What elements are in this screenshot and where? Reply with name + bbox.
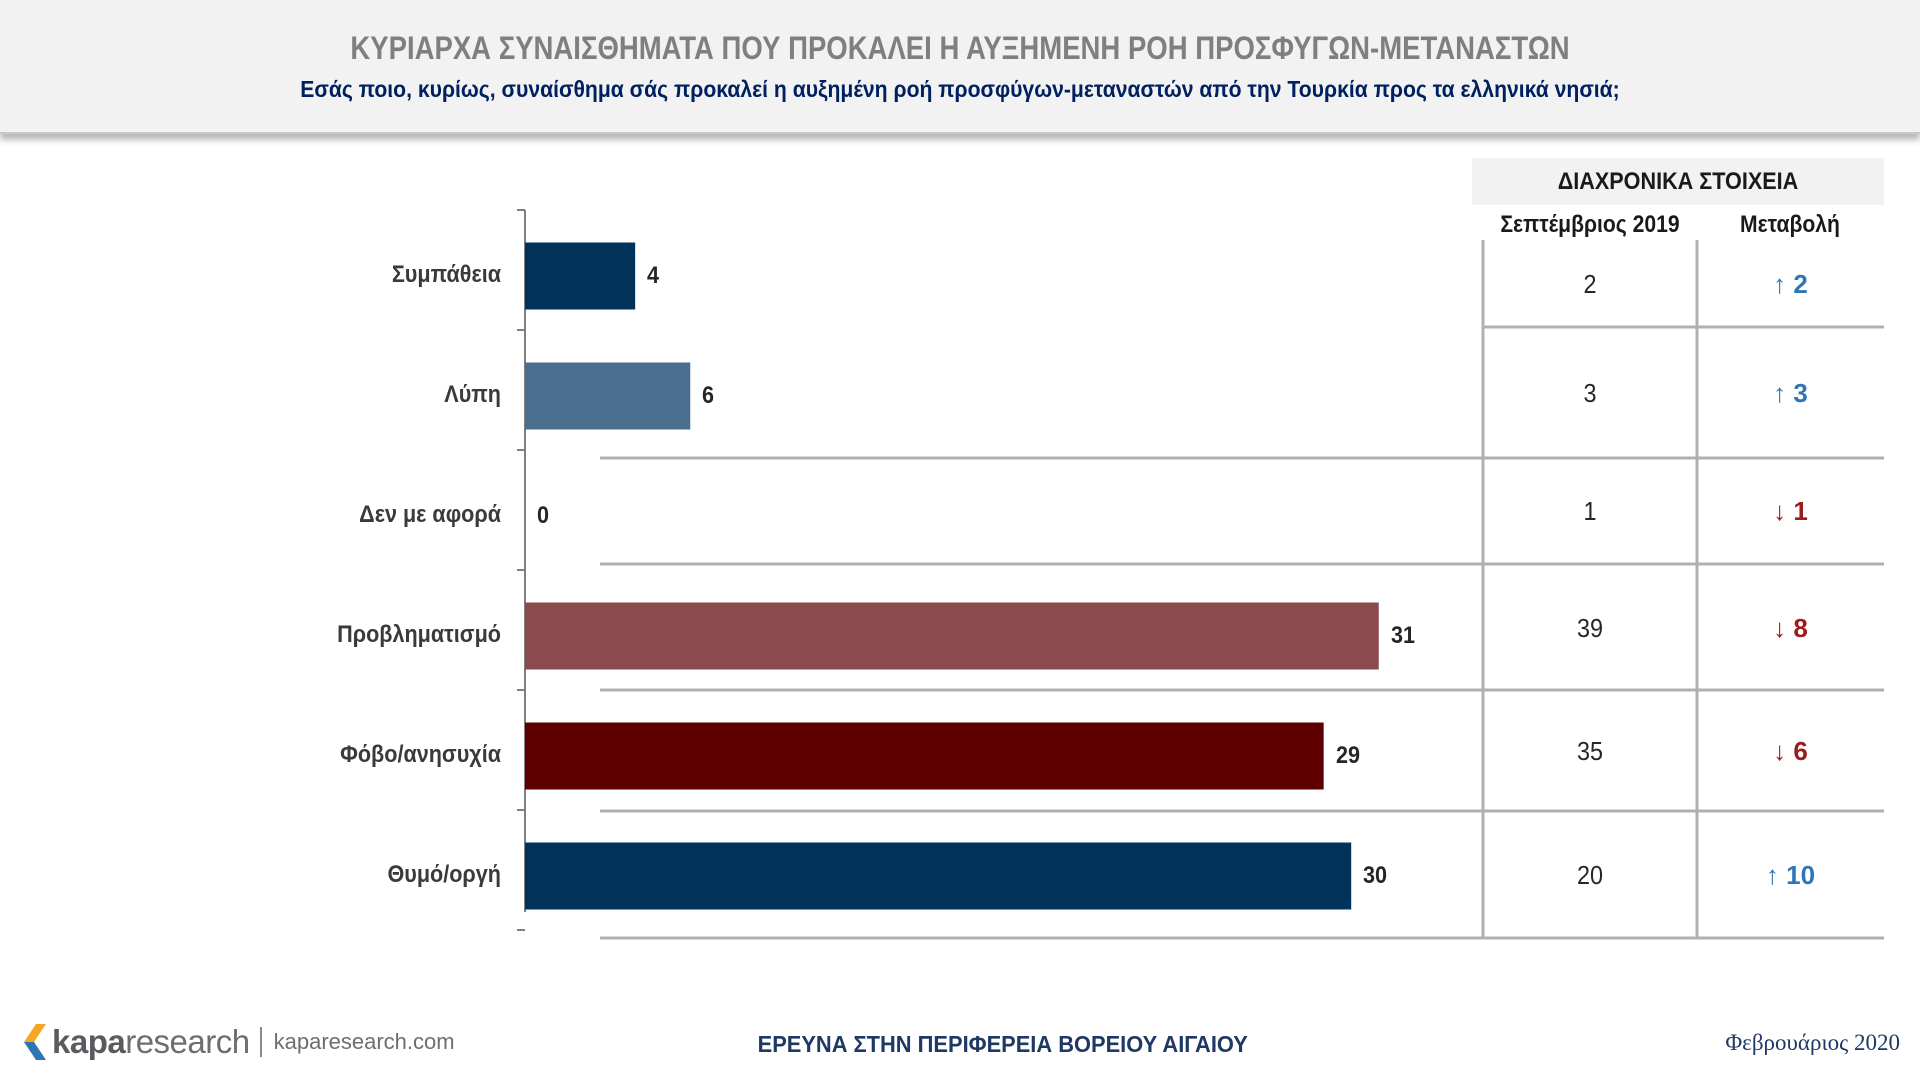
history-cell-previous: 35 — [1576, 736, 1604, 766]
page-subtitle: Εσάς ποιο, κυρίως, συναίσθημα σάς προκαλ… — [300, 76, 1620, 102]
history-cell-previous: 20 — [1576, 860, 1604, 890]
data-label: 30 — [1363, 862, 1388, 889]
history-cell-previous: 3 — [1583, 378, 1597, 408]
footer-date: Φεβρουάριος 2020 — [1725, 1030, 1900, 1055]
change-value: 2 — [1793, 269, 1808, 299]
arrow-up-icon: ↑ — [1773, 378, 1794, 408]
history-cell-previous: 1 — [1583, 496, 1597, 526]
bar-4 — [525, 722, 1324, 790]
category-label: Δεν με αφορά — [359, 501, 501, 528]
bar-1 — [525, 362, 691, 430]
data-label: 0 — [537, 502, 550, 529]
history-cell-change: ↑ 10 — [1697, 860, 1884, 891]
history-cell-change: ↓ 8 — [1697, 613, 1884, 644]
history-cell-previous: 2 — [1583, 269, 1597, 299]
change-value: 8 — [1793, 613, 1808, 643]
logo-url: kaparesearch.com — [273, 1029, 455, 1054]
data-label: 4 — [647, 262, 660, 289]
data-label: 31 — [1390, 622, 1415, 649]
arrow-down-icon: ↓ — [1773, 613, 1794, 643]
logo-wordmark: kaparesearch — [52, 1023, 250, 1060]
history-column-change: Μεταβολή — [1740, 211, 1840, 238]
category-label: Συμπάθεια — [391, 261, 501, 288]
bar-0 — [525, 242, 636, 310]
category-label: Θυμό/οργή — [387, 861, 501, 888]
history-cell-change: ↓ 6 — [1697, 736, 1884, 767]
history-cell-change: ↑ 2 — [1697, 269, 1884, 300]
arrow-down-icon: ↓ — [1773, 736, 1794, 766]
bar-3 — [525, 602, 1379, 670]
bar-5 — [525, 842, 1352, 910]
page-title: ΚΥΡΙΑΡΧΑ ΣΥΝΑΙΣΘΗΜΑΤΑ ΠΟΥ ΠΡΟΚΑΛΕΙ Η ΑΥΞ… — [350, 30, 1570, 66]
change-value: 10 — [1786, 860, 1816, 890]
history-cell-previous: 39 — [1576, 613, 1604, 643]
change-value: 6 — [1793, 736, 1808, 766]
change-value: 1 — [1793, 496, 1808, 526]
data-label: 29 — [1335, 742, 1360, 769]
arrow-down-icon: ↓ — [1773, 496, 1794, 526]
category-label: Προβληματισμό — [337, 621, 501, 648]
change-value: 3 — [1793, 378, 1808, 408]
header-band: ΚΥΡΙΑΡΧΑ ΣΥΝΑΙΣΘΗΜΑΤΑ ΠΟΥ ΠΡΟΚΑΛΕΙ Η ΑΥΞ… — [0, 0, 1920, 134]
data-label: 6 — [702, 382, 715, 409]
history-column-period: Σεπτέμβριος 2019 — [1500, 211, 1680, 238]
logo-divider — [259, 1027, 262, 1057]
history-title-background — [1472, 158, 1884, 205]
category-label: Φόβο/ανησυχία — [340, 741, 501, 768]
arrow-up-icon: ↑ — [1773, 269, 1794, 299]
kapa-logo-icon — [22, 1022, 48, 1062]
footer-survey-title: ΕΡΕΥΝΑ ΣΤΗΝ ΠΕΡΙΦΕΡΕΙΑ ΒΟΡΕΙΟΥ ΑΙΓΑΙΟΥ — [757, 1031, 1248, 1057]
kapa-research-logo: kaparesearch kaparesearch.com — [22, 1020, 455, 1064]
category-label: Λύπη — [444, 381, 501, 408]
history-title: ΔΙΑΧΡΟΝΙΚΑ ΣΤΟΙΧΕΙΑ — [1557, 168, 1799, 195]
history-cell-change: ↓ 1 — [1697, 496, 1884, 527]
arrow-up-icon: ↑ — [1765, 860, 1787, 890]
history-cell-change: ↑ 3 — [1697, 378, 1884, 409]
